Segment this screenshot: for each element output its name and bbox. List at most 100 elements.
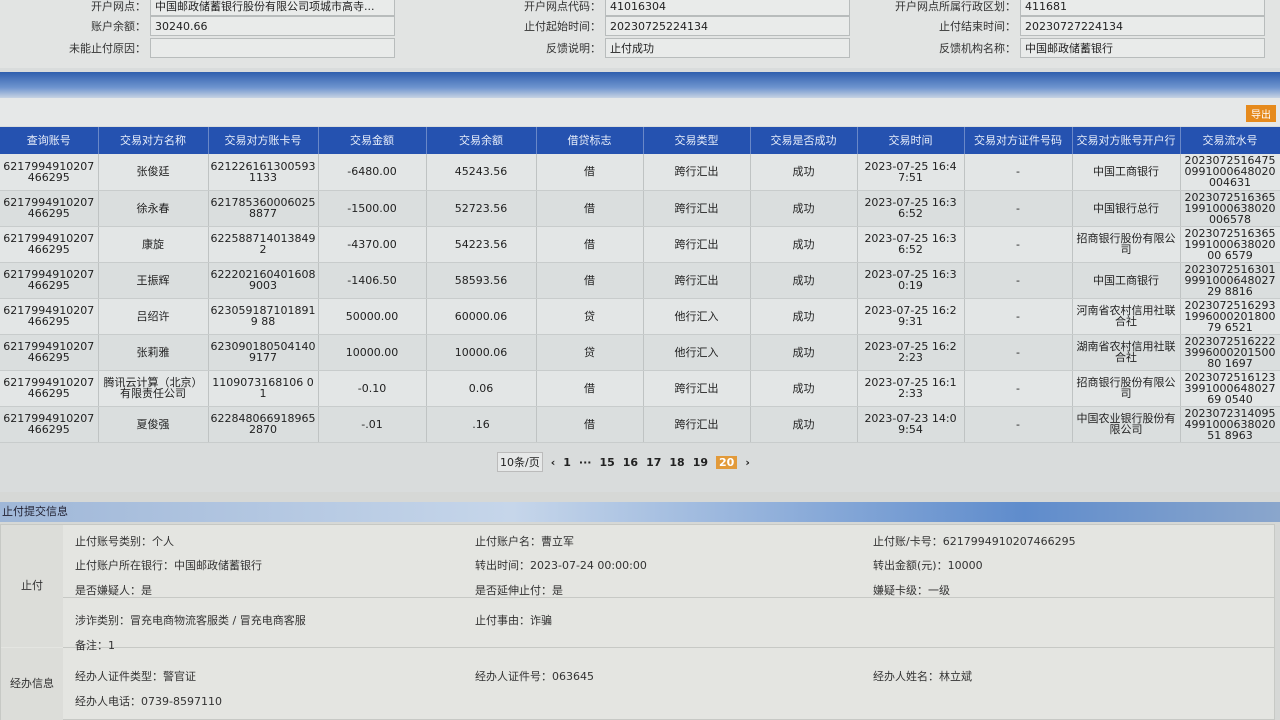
table-cell: 王振辉 (98, 262, 209, 299)
table-cell: 2023-07-25 16:29:31 (857, 298, 965, 335)
page-button[interactable]: 16 (622, 455, 639, 469)
table-cell: - (964, 406, 1073, 443)
table-cell: 2023072516123399100064802769 0540 (1180, 370, 1280, 407)
table-cell: 6217994910207466295 (0, 334, 99, 371)
next-page-button[interactable]: › (745, 455, 750, 469)
table-cell: 6222021604016089003 (208, 262, 319, 299)
table-cell: -4370.00 (318, 226, 427, 263)
table-cell: 2023072516222399600020150080 1697 (1180, 334, 1280, 371)
table-cell: 6228480669189652870 (208, 406, 319, 443)
table-row[interactable]: 6217994910207466295 张莉雅 623090180504140917… (0, 334, 1280, 371)
column-header: 查询账号 (0, 127, 99, 154)
table-cell: 中国银行总行 (1072, 190, 1181, 227)
submit-info-title: 止付提交信息 (0, 502, 1280, 522)
table-cell: 2023-07-25 16:47:51 (857, 154, 965, 191)
table-cell: 6217994910207466295 (0, 154, 99, 191)
submit-info-field: 涉诈类别：冒充电商物流客服类 / 冒充电商客服 (75, 614, 306, 627)
table-cell: 他行汇入 (643, 334, 751, 371)
column-header: 交易对方账卡号 (208, 127, 319, 154)
field-value: 411681 (1020, 0, 1265, 16)
table-cell: 张俊廷 (98, 154, 209, 191)
table-row[interactable]: 6217994910207466295 夏俊强 622848066918965287… (0, 406, 1280, 443)
submit-info-field: 备注：1 (75, 639, 115, 652)
table-cell: 10000.06 (426, 334, 537, 371)
page-size-select[interactable]: 10条/页 (497, 452, 543, 472)
table-cell: 他行汇入 (643, 298, 751, 335)
table-cell: 6217994910207466295 (0, 190, 99, 227)
submit-info-section: 止付提交信息 止付 经办信息 止付账号类别：个人 止付账户名：曹立军 止付账/卡号：… (0, 492, 1280, 720)
table-cell: 跨行汇出 (643, 226, 751, 263)
table-cell: 康旋 (98, 226, 209, 263)
field-label: 未能止付原因： (69, 42, 146, 55)
submit-info-field: 是否延伸止付：是 (475, 584, 563, 597)
table-cell: 60000.06 (426, 298, 537, 335)
table-cell: 中国工商银行 (1072, 154, 1181, 191)
table-cell: 2023-07-25 16:36:52 (857, 190, 965, 227)
column-header: 交易金额 (318, 127, 427, 154)
page-button[interactable]: 19 (692, 455, 709, 469)
table-cell: 腾讯云计算（北京）有限责任公司 (98, 370, 209, 407)
page-button[interactable]: 15 (599, 455, 615, 469)
field-value: 中国邮政储蓄银行股份有限公司项城市高寺... (150, 0, 395, 16)
column-header: 交易类型 (643, 127, 751, 154)
table-cell: 6217994910207466295 (0, 262, 99, 299)
table-cell: 2023-07-25 16:12:33 (857, 370, 965, 407)
page-button[interactable]: 18 (669, 455, 685, 469)
column-header: 借贷标志 (536, 127, 644, 154)
section-header-bar (0, 72, 1280, 98)
field-label: 止付起始时间： (524, 20, 601, 33)
prev-page-button[interactable]: ‹ (550, 455, 556, 469)
submit-info-field: 止付账户所在银行：中国邮政储蓄银行 (75, 559, 262, 572)
export-button[interactable]: 导出 (1246, 105, 1276, 122)
table-cell: 2023-07-25 16:22:23 (857, 334, 965, 371)
table-cell: 成功 (750, 190, 858, 227)
page-button[interactable]: ··· (578, 455, 592, 469)
table-row[interactable]: 6217994910207466295 王振辉 622202160401608900… (0, 262, 1280, 299)
table-cell: -0.10 (318, 370, 427, 407)
field-label: 反馈机构名称： (939, 42, 1016, 55)
field-label: 开户网点： (91, 0, 146, 13)
table-cell: 6212261613005931133 (208, 154, 319, 191)
table-cell: .16 (426, 406, 537, 443)
field-value: 止付成功 (605, 38, 850, 58)
table-cell: 2023-07-25 16:36:52 (857, 226, 965, 263)
account-info-field: 止付起始时间： 20230725224134 (455, 16, 850, 36)
submit-info-field: 经办人姓名：林立斌 (873, 670, 972, 683)
column-header: 交易流水号 (1180, 127, 1280, 154)
field-value: 20230725224134 (605, 16, 850, 36)
table-cell: -6480.00 (318, 154, 427, 191)
table-cell: 2023072516365199100063802000 6579 (1180, 226, 1280, 263)
column-header: 交易是否成功 (750, 127, 858, 154)
submit-info-field: 转出时间：2023-07-24 00:00:00 (475, 559, 647, 572)
submit-info-field: 经办人证件类型：警官证 (75, 670, 196, 683)
table-cell: - (964, 190, 1073, 227)
table-cell: 中国工商银行 (1072, 262, 1181, 299)
table-cell: 10000.00 (318, 334, 427, 371)
table-cell: 中国农业银行股份有限公司 (1072, 406, 1181, 443)
table-row[interactable]: 6217994910207466295 吕绍许 6230591871018919 8… (0, 298, 1280, 335)
table-cell: 6217994910207466295 (0, 406, 99, 443)
submit-info-field: 止付事由：诈骗 (475, 614, 552, 627)
table-row[interactable]: 6217994910207466295 徐永春 621785360006025887… (0, 190, 1280, 227)
page-button[interactable]: 1 (563, 455, 571, 469)
field-value: 41016304 (605, 0, 850, 16)
field-label: 开户网点所属行政区划： (895, 0, 1016, 13)
table-row[interactable]: 6217994910207466295 腾讯云计算（北京）有限责任公司 110907… (0, 370, 1280, 407)
table-cell: 跨行汇出 (643, 406, 751, 443)
table-cell: 跨行汇出 (643, 262, 751, 299)
table-row[interactable]: 6217994910207466295 张俊廷 621226161300593113… (0, 154, 1280, 191)
account-info-field: 账户余额： 30240.66 (0, 16, 395, 36)
page-button[interactable]: 17 (646, 455, 662, 469)
table-cell: 成功 (750, 262, 858, 299)
page-button[interactable]: 20 (716, 455, 738, 469)
table-row[interactable]: 6217994910207466295 康旋 622588714013849 2 -4… (0, 226, 1280, 263)
table-cell: 6217994910207466295 (0, 298, 99, 335)
field-value: 20230727224134 (1020, 16, 1265, 36)
table-cell: 招商银行股份有限公司 (1072, 370, 1181, 407)
table-cell: 58593.56 (426, 262, 537, 299)
table-cell: 52723.56 (426, 190, 537, 227)
table-cell: 50000.00 (318, 298, 427, 335)
table-cell: 跨行汇出 (643, 190, 751, 227)
field-value: 30240.66 (150, 16, 395, 36)
table-cell: -.01 (318, 406, 427, 443)
